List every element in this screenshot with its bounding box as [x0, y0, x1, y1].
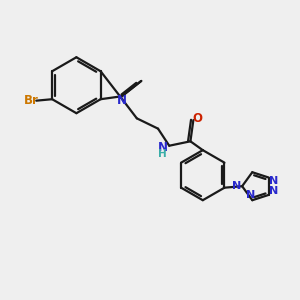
Text: N: N [158, 141, 168, 154]
Text: H: H [158, 149, 167, 159]
Text: N: N [246, 190, 256, 200]
Text: N: N [269, 176, 279, 186]
Text: O: O [193, 112, 202, 125]
Text: N: N [269, 186, 279, 196]
Text: Br: Br [23, 94, 38, 107]
Text: N: N [232, 181, 242, 191]
Text: N: N [117, 94, 127, 106]
